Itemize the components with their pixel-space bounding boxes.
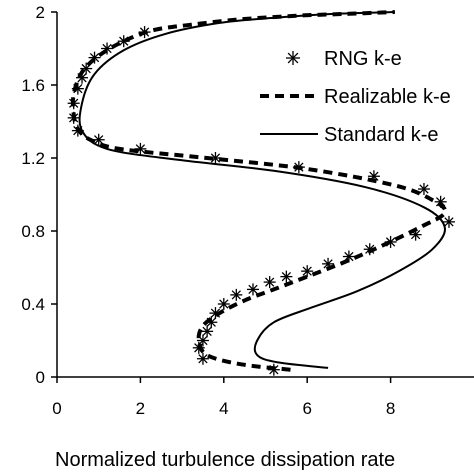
series-2	[70, 10, 448, 372]
rng-marker	[217, 298, 230, 310]
legend-marker-rng	[286, 51, 300, 65]
rng-marker	[230, 288, 243, 301]
x-axis-label: Normalized turbulence dissipation rate	[55, 449, 395, 471]
x-tick-label: 8	[386, 399, 395, 418]
y-tick-label: 1.6	[21, 76, 45, 95]
y-tick-label: 0	[36, 368, 45, 387]
legend-label: Realizable k-e	[324, 86, 451, 108]
axes: 0 0.4 0.8 1.2 1.6 2 0 2 4 6 8	[21, 3, 474, 418]
x-tick-label: 2	[136, 399, 145, 418]
y-tick-label: 1.2	[21, 149, 45, 168]
realizable-line	[70, 10, 448, 372]
rng-marker	[442, 215, 455, 228]
rng-marker	[417, 183, 430, 196]
x-tick-label: 6	[302, 399, 311, 418]
standard-line	[78, 11, 446, 369]
rng-marker	[280, 270, 293, 283]
rng-marker	[92, 133, 105, 146]
rng-marker	[301, 265, 314, 278]
rng-marker	[263, 276, 276, 289]
x-tick-label: 0	[52, 399, 61, 418]
legend-label: RNG k-e	[324, 48, 402, 70]
y-tick-label: 0.4	[21, 295, 45, 314]
y-tick-label: 0.8	[21, 222, 45, 241]
rng-marker	[246, 283, 259, 296]
series-layer	[67, 10, 455, 376]
rng-marker	[196, 352, 209, 365]
y-tick-label: 2	[36, 3, 45, 22]
series-3	[78, 11, 446, 369]
series-1	[67, 26, 455, 376]
legend: RNG k-e Realizable k-e Standard k-e	[260, 48, 451, 146]
x-tick-label: 4	[219, 399, 228, 418]
legend-label: Standard k-e	[324, 124, 439, 146]
rng-marker	[201, 325, 214, 338]
